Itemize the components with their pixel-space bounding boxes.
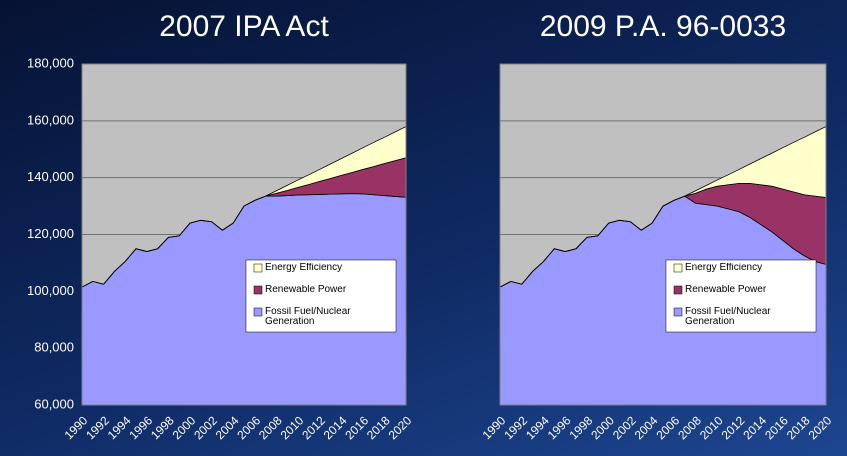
plot-border [499,63,827,406]
y-tick-label: 60,000 [34,396,74,411]
x-tick-label: 2020 [386,413,415,442]
legend-box [245,259,397,333]
legend-label: Fossil Fuel/Nuclear Generation [265,307,351,327]
y-tick-label: 160,000 [27,112,74,127]
x-tick-label: 2002 [191,413,220,442]
y-tick-label: 120,000 [27,226,74,241]
x-tick-label: 2018 [364,413,393,442]
x-tick-label: 1994 [523,413,552,442]
legend-entry: Renewable Power [265,285,347,295]
x-tick-label: 2008 [256,413,285,442]
x-tick-label: 2000 [588,413,617,442]
x-tick-label: 2000 [170,413,199,442]
legend-entry: Energy Efficiency [685,263,763,273]
x-tick-label: 1992 [501,413,530,442]
legend-swatch [673,307,683,317]
legend-swatch [253,307,263,317]
x-tick-label: 1992 [83,413,112,442]
x-tick-label: 1996 [545,413,574,442]
legend-label: Energy Efficiency [685,263,763,273]
x-tick-label: 2010 [278,413,307,442]
legend-swatch [253,285,263,295]
x-tick-label: 2012 [299,413,328,442]
y-tick-label: 180,000 [27,55,74,70]
legend-entry: Renewable Power [685,285,767,295]
x-tick-label: 1998 [567,413,596,442]
chart-title: 2007 IPA Act [159,10,329,43]
x-tick-label: 2020 [806,413,835,442]
x-tick-label: 2004 [213,413,242,442]
chart-title: 2009 P.A. 96-0033 [540,10,786,43]
legend-box [665,259,817,333]
x-tick-label: 2014 [740,413,769,442]
plot-border [81,63,407,406]
x-tick-label: 1990 [480,413,509,442]
x-tick-label: 2014 [321,413,350,442]
legend-label: Renewable Power [265,285,347,295]
legend-entry: Fossil Fuel/Nuclear Generation [685,307,771,327]
x-tick-label: 2006 [234,413,263,442]
x-tick-label: 2018 [784,413,813,442]
x-tick-label: 1994 [105,413,134,442]
x-tick-label: 2010 [697,413,726,442]
x-tick-label: 2002 [610,413,639,442]
legend-entry: Fossil Fuel/Nuclear Generation [265,307,351,327]
x-tick-label: 2016 [342,413,371,442]
legend-label: Fossil Fuel/Nuclear Generation [685,307,771,327]
x-tick-label: 1990 [62,413,91,442]
legend-label: Energy Efficiency [265,263,343,273]
legend-swatch [253,263,263,273]
legend-label: Renewable Power [685,285,767,295]
x-tick-label: 1996 [126,413,155,442]
legend-entry: Energy Efficiency [265,263,343,273]
x-tick-label: 2012 [719,413,748,442]
legend-swatch [673,263,683,273]
y-tick-label: 140,000 [27,169,74,184]
x-tick-label: 2008 [675,413,704,442]
legend-swatch [673,285,683,295]
x-tick-label: 2016 [762,413,791,442]
y-tick-label: 100,000 [27,283,74,298]
y-tick-label: 80,000 [34,340,74,355]
x-tick-label: 2004 [632,413,661,442]
x-tick-label: 1998 [148,413,177,442]
x-tick-label: 2006 [653,413,682,442]
